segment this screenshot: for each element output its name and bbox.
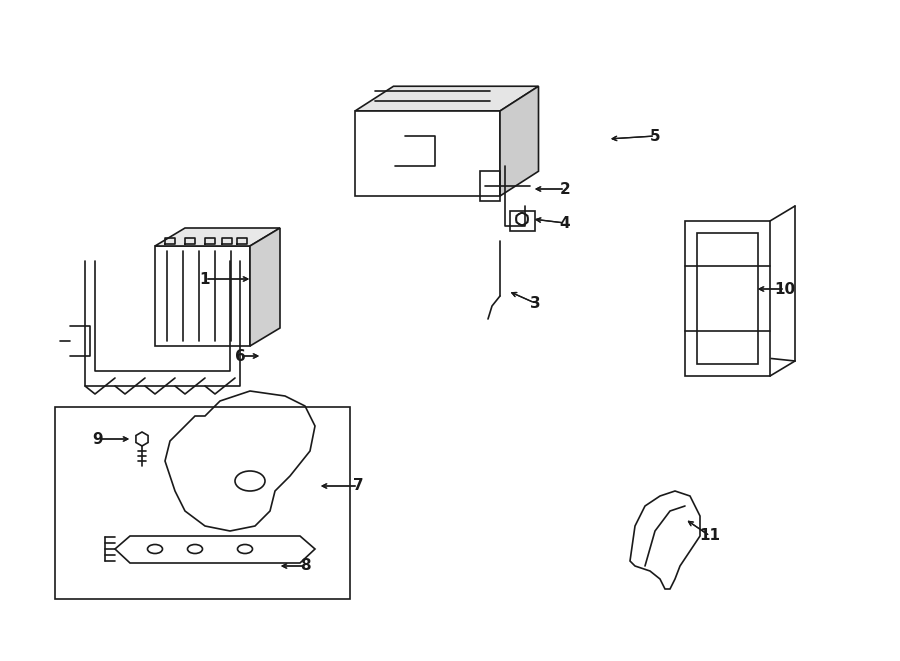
Text: 5: 5	[650, 128, 661, 143]
Text: 6: 6	[235, 348, 246, 364]
Polygon shape	[155, 246, 250, 346]
Polygon shape	[355, 86, 538, 111]
Text: 3: 3	[530, 295, 540, 311]
Text: 11: 11	[699, 529, 721, 543]
Polygon shape	[115, 536, 315, 563]
Polygon shape	[630, 491, 700, 589]
Bar	[55, 407, 350, 599]
Polygon shape	[250, 228, 280, 346]
Text: 2: 2	[560, 182, 571, 196]
Polygon shape	[155, 228, 280, 246]
Polygon shape	[355, 111, 500, 196]
Text: 8: 8	[300, 559, 310, 574]
Text: 1: 1	[200, 272, 211, 286]
Text: 9: 9	[93, 432, 104, 446]
Polygon shape	[500, 86, 538, 196]
Text: 10: 10	[774, 282, 796, 297]
Polygon shape	[165, 391, 315, 531]
Text: 7: 7	[353, 479, 364, 494]
Text: 4: 4	[560, 215, 571, 231]
